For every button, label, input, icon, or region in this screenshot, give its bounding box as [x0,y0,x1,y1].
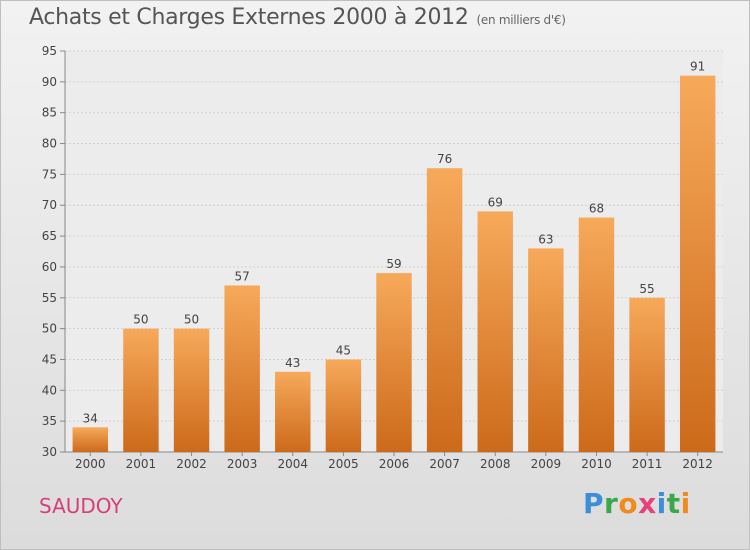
bar-value-label: 34 [83,411,98,425]
brand-letter: i [680,487,691,520]
bar-value-label: 59 [386,257,401,271]
bar-value-label: 76 [437,152,452,166]
bar [578,217,615,452]
x-tick-label: 2012 [682,457,713,471]
bar-value-label: 57 [235,269,250,283]
y-tick-label: 55 [42,291,57,305]
bar [325,359,362,452]
bar-value-label: 55 [639,282,654,296]
brand-letter: P [583,487,605,520]
bar-value-label: 50 [184,313,199,327]
x-tick-label: 2010 [581,457,612,471]
bar [123,328,159,452]
y-tick-label: 45 [42,352,57,366]
y-tick-label: 40 [42,383,57,397]
bar [477,211,513,452]
chart-title-text: Achats et Charges Externes 2000 à 2012 [29,5,469,30]
location-label: SAUDOY [39,494,123,518]
x-tick-label: 2005 [328,457,359,471]
x-tick-label: 2007 [429,457,460,471]
bar-value-label: 69 [488,195,503,209]
y-tick-label: 90 [42,75,57,89]
brand-letter: o [618,487,639,520]
x-tick-label: 2004 [277,457,308,471]
x-tick-label: 2001 [126,457,157,471]
bar-value-label: 50 [133,313,148,327]
bar [376,273,412,452]
brand-letter: i [656,487,667,520]
y-tick-label: 35 [42,414,57,428]
y-tick-label: 70 [42,198,57,212]
y-tick-label: 85 [42,106,57,120]
x-tick-label: 2000 [75,457,106,471]
bar [426,168,463,452]
bar-value-label: 45 [336,343,351,357]
brand-letter: t [666,487,681,520]
y-tick-label: 95 [42,44,57,58]
x-tick-label: 2003 [227,457,258,471]
bar-value-label: 63 [538,232,553,246]
chart-title: Achats et Charges Externes 2000 à 2012 (e… [29,5,566,30]
bar [629,297,665,452]
y-tick-label: 65 [42,229,57,243]
bar [528,248,564,452]
bar-value-label: 91 [690,60,705,74]
bar [72,427,109,452]
y-tick-label: 30 [42,445,57,459]
y-tick-label: 75 [42,167,57,181]
bar [224,285,260,452]
brand-logo: Proxiti [583,487,691,520]
y-tick-label: 50 [42,322,57,336]
x-tick-label: 2009 [531,457,562,471]
bar [275,371,311,452]
bar [173,328,210,452]
x-tick-label: 2006 [379,457,410,471]
bar-value-label: 68 [589,202,604,216]
chart-unit-label: (en milliers d'€) [476,13,566,27]
y-tick-label: 80 [42,137,57,151]
x-tick-label: 2002 [176,457,207,471]
bar [679,75,716,452]
x-tick-label: 2011 [632,457,663,471]
y-tick-label: 60 [42,260,57,274]
brand-letter: r [604,487,619,520]
x-tick-label: 2008 [480,457,511,471]
brand-letter: x [638,487,657,520]
bar-value-label: 43 [285,356,300,370]
